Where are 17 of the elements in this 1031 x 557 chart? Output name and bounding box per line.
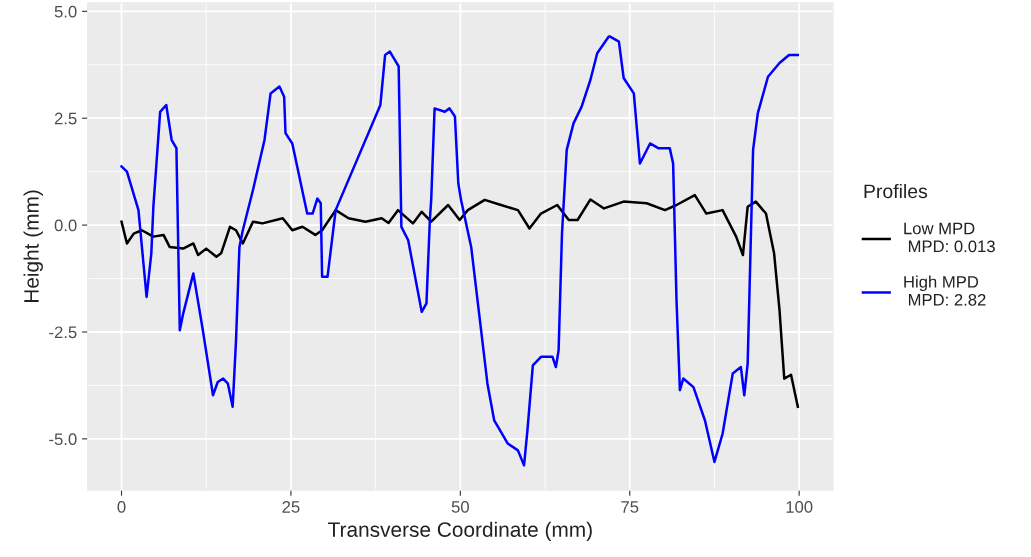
y-tick-label: 0.0 xyxy=(54,219,77,232)
x-tick-label: 25 xyxy=(282,501,300,513)
legend-label: High MPD MPD: 2.82 xyxy=(904,275,986,306)
legend-title: Profiles xyxy=(864,183,928,199)
y-tick-label: -2.5 xyxy=(49,326,77,339)
y-tick-label: -5.0 xyxy=(49,433,77,446)
line-series xyxy=(120,35,800,467)
y-axis-title: Height (mm) xyxy=(23,190,43,303)
line-series xyxy=(120,193,800,409)
x-tick-label: 100 xyxy=(786,501,813,513)
x-axis-title: Transverse Coordinate (mm) xyxy=(328,521,592,542)
x-tick-label: 75 xyxy=(621,501,639,513)
y-tick-label: 5.0 xyxy=(54,5,77,18)
y-tick-label: 2.5 xyxy=(54,112,77,125)
legend-label: Low MPD MPD: 0.013 xyxy=(904,222,995,253)
x-tick-label: 50 xyxy=(451,501,469,513)
x-tick-label: 0 xyxy=(117,501,126,513)
